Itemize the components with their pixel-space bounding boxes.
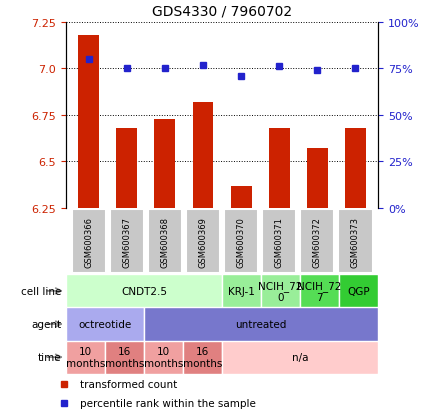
Text: GSM600371: GSM600371: [275, 216, 284, 267]
Text: 10
months: 10 months: [144, 347, 183, 368]
Bar: [71, 210, 106, 273]
Text: octreotide: octreotide: [78, 319, 132, 329]
Text: n/a: n/a: [292, 352, 309, 362]
Bar: [231, 186, 252, 209]
Bar: [183, 341, 222, 374]
Bar: [66, 275, 222, 308]
Bar: [339, 275, 378, 308]
Bar: [269, 129, 290, 209]
Bar: [105, 341, 144, 374]
Bar: [78, 36, 99, 209]
Text: GSM600366: GSM600366: [84, 216, 93, 267]
Bar: [345, 129, 366, 209]
Text: transformed count: transformed count: [80, 379, 178, 389]
Bar: [193, 102, 213, 209]
Text: agent: agent: [31, 319, 62, 329]
Text: GSM600368: GSM600368: [160, 216, 170, 267]
Text: untreated: untreated: [235, 319, 287, 329]
Bar: [222, 341, 378, 374]
Text: NCIH_72
0: NCIH_72 0: [258, 280, 303, 302]
Title: GDS4330 / 7960702: GDS4330 / 7960702: [152, 5, 292, 19]
Bar: [300, 210, 334, 273]
Bar: [338, 210, 373, 273]
Text: 16
months: 16 months: [105, 347, 144, 368]
Bar: [116, 129, 137, 209]
Text: GSM600372: GSM600372: [313, 216, 322, 267]
Bar: [66, 341, 105, 374]
Text: cell line: cell line: [21, 286, 62, 296]
Text: CNDT2.5: CNDT2.5: [121, 286, 167, 296]
Text: 10
months: 10 months: [66, 347, 105, 368]
Text: QGP: QGP: [347, 286, 370, 296]
Text: NCIH_72
7: NCIH_72 7: [298, 280, 342, 302]
Bar: [262, 210, 296, 273]
Text: percentile rank within the sample: percentile rank within the sample: [80, 398, 256, 408]
Bar: [148, 210, 182, 273]
Text: GSM600373: GSM600373: [351, 216, 360, 267]
Text: time: time: [38, 352, 62, 362]
Bar: [144, 341, 183, 374]
Bar: [110, 210, 144, 273]
Bar: [154, 119, 176, 209]
Text: GSM600369: GSM600369: [198, 216, 207, 267]
Bar: [307, 149, 328, 209]
Bar: [144, 308, 378, 341]
Text: GSM600367: GSM600367: [122, 216, 131, 267]
Bar: [261, 275, 300, 308]
Text: 16
months: 16 months: [183, 347, 222, 368]
Bar: [66, 308, 144, 341]
Bar: [186, 210, 220, 273]
Text: GSM600370: GSM600370: [237, 216, 246, 267]
Text: KRJ-1: KRJ-1: [228, 286, 255, 296]
Bar: [300, 275, 339, 308]
Bar: [222, 275, 261, 308]
Bar: [224, 210, 258, 273]
